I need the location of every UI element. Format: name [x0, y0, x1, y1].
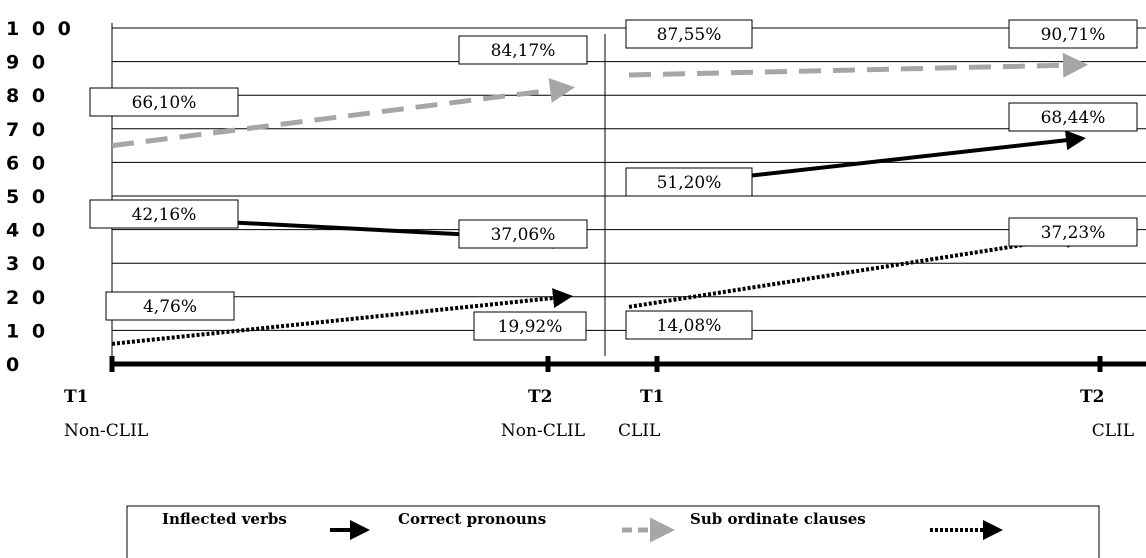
x-tick-label: T2 [528, 387, 552, 407]
x-tick-label: T1 [64, 387, 88, 407]
x-group-label: Non-CLIL [501, 421, 585, 441]
data-label-box [458, 35, 588, 65]
data-label-box [473, 311, 587, 341]
data-label-box [625, 19, 753, 49]
data-label: 4,76% [143, 297, 197, 317]
data-label-box [1008, 102, 1138, 132]
data-label: 84,17% [491, 41, 556, 61]
data-label-box [1008, 217, 1138, 247]
y-tick-label: 0 [6, 354, 22, 376]
y-tick-label: 9 0 [6, 52, 48, 74]
y-axis-ticks: 1 0 0 9 0 8 0 7 0 6 0 5 0 4 0 3 0 2 0 1 0 0 [6, 18, 74, 376]
data-label: 19,92% [498, 317, 563, 337]
data-label-box [625, 167, 753, 197]
series-lines [111, 52, 1088, 346]
x-tick-label: T2 [1080, 387, 1104, 407]
series-line [111, 77, 575, 149]
data-label: 37,06% [491, 225, 556, 245]
legend: Inflected verbs Correct pronouns Sub ordin… [126, 505, 1100, 558]
x-group-label: Non-CLIL [64, 421, 148, 441]
data-label: 90,71% [1041, 25, 1106, 45]
x-group-label: CLIL [618, 421, 660, 441]
y-tick-label: 2 0 [6, 287, 48, 309]
data-label-box [89, 199, 239, 229]
data-labels: 42,16% 37,06% 66,10% 84,17% 4,76% 19,92% 51,20… [89, 19, 1138, 341]
series-line [111, 288, 573, 346]
x-tick-label: T1 [640, 387, 664, 407]
y-tick-label: 6 0 [6, 152, 48, 174]
y-tick-label: 1 0 [6, 320, 48, 342]
x-axis: T1 Non-CLIL T2 Non-CLIL T1 CLIL T2 CLIL [64, 356, 1146, 441]
x-group-label: CLIL [1092, 421, 1134, 441]
legend-label: Correct pronouns [398, 510, 546, 528]
data-label: 14,08% [657, 316, 722, 336]
y-tick-label: 5 0 [6, 186, 48, 208]
data-label: 68,44% [1041, 108, 1106, 128]
series-line [628, 52, 1088, 78]
data-label: 87,55% [657, 25, 722, 45]
y-tick-label: 4 0 [6, 220, 48, 242]
data-label-box [89, 87, 239, 117]
data-label-box [458, 219, 588, 249]
data-label: 42,16% [132, 205, 197, 225]
data-label-box [1008, 19, 1138, 49]
data-label-box [625, 310, 753, 340]
data-label: 37,23% [1041, 223, 1106, 243]
y-tick-label: 3 0 [6, 253, 48, 275]
data-label: 51,20% [657, 173, 722, 193]
y-tick-label: 1 0 0 [6, 18, 74, 40]
y-tick-label: 8 0 [6, 85, 48, 107]
data-label: 66,10% [132, 93, 197, 113]
series-line [628, 228, 1086, 309]
y-tick-label: 7 0 [6, 119, 48, 141]
legend-label: Sub ordinate clauses [690, 510, 866, 528]
data-label-box [105, 291, 235, 321]
legend-label: Inflected verbs [162, 510, 287, 528]
